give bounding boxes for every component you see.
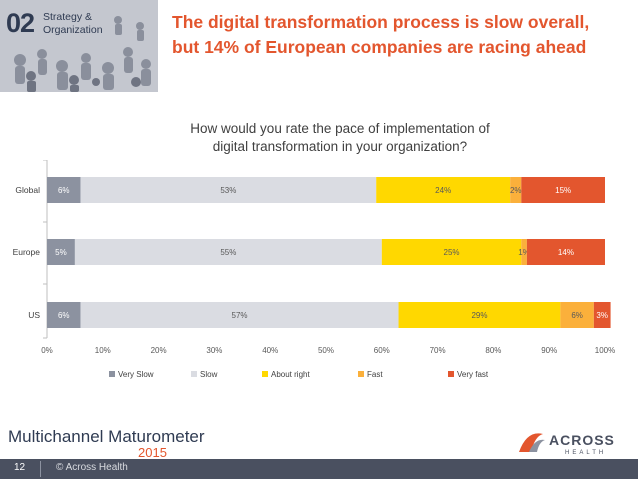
chart-title-line2: digital transformation in your organizat… (212, 139, 468, 154)
footer-divider (40, 461, 41, 477)
across-health-logo: ACROSS HEALTH (519, 432, 615, 456)
x-tick-label: 70% (430, 346, 446, 355)
legend-swatch (448, 371, 454, 377)
data-label: 55% (220, 248, 236, 257)
data-label: 57% (232, 311, 248, 320)
bar-segment (376, 177, 511, 203)
bar-segment (80, 302, 399, 328)
x-tick-label: 90% (541, 346, 557, 355)
across-health-logo-swoosh-icon (519, 433, 543, 452)
chart-title-line1: How would you rate the pace of implement… (190, 121, 490, 136)
legend-label: Very fast (457, 370, 489, 379)
x-tick-label: 60% (374, 346, 390, 355)
data-label: 25% (444, 248, 460, 257)
category-label: Europe (13, 247, 41, 257)
x-tick-label: 80% (485, 346, 501, 355)
chart-title: How would you rate the pace of implement… (140, 120, 540, 156)
x-tick-label: 10% (95, 346, 111, 355)
data-label: 29% (471, 311, 487, 320)
bar-segment (47, 177, 81, 203)
data-label: 3% (596, 311, 608, 320)
x-tick-label: 30% (206, 346, 222, 355)
data-label: 5% (55, 248, 67, 257)
page-number: 12 (14, 462, 26, 473)
category-label: Global (15, 185, 40, 195)
data-label: 6% (58, 186, 70, 195)
bar-segment (398, 302, 561, 328)
data-label: 1% (518, 248, 530, 257)
copyright: © Across Health (56, 462, 128, 473)
legend-swatch (109, 371, 115, 377)
slide-title: The digital transformation process is sl… (172, 10, 632, 60)
section-label-line2: Organization (43, 24, 103, 36)
people-collage-image (0, 0, 158, 92)
footer-bar (0, 459, 638, 479)
across-health-brand-sub: HEALTH (565, 450, 606, 456)
data-label: 6% (571, 311, 583, 320)
across-health-logo-arc-icon (529, 439, 545, 452)
legend-label: Slow (200, 370, 218, 379)
x-tick-label: 40% (262, 346, 278, 355)
x-tick-label: 100% (595, 346, 615, 355)
data-label: 15% (555, 186, 571, 195)
slide-title-line2: but 14% of European companies are racing… (172, 37, 587, 57)
bar-segment (80, 177, 377, 203)
maturometer-logo-year: 2015 (138, 445, 167, 460)
across-health-brand-name: ACROSS (549, 432, 615, 448)
data-label: 6% (58, 311, 70, 320)
stacked-bar-chart: 0% 10% 20% 30% 40% 50% 60% 70% 80% 90% 100% Global 6… (13, 160, 615, 379)
section-tile: 02 Strategy & Organization (0, 0, 158, 92)
maturometer-logo-text: Multichannel Maturometer (8, 427, 205, 446)
bar-segment (526, 239, 605, 265)
section-number: 02 (6, 8, 35, 38)
bar-segment (74, 239, 382, 265)
data-label: 2% (510, 186, 522, 195)
x-tick-label: 0% (41, 346, 53, 355)
bar-segment (593, 302, 611, 328)
legend-swatch (358, 371, 364, 377)
bar-segment (510, 177, 522, 203)
bar-segment (521, 177, 605, 203)
category-label: US (28, 310, 40, 320)
x-tick-label: 20% (151, 346, 167, 355)
bar-segment (47, 239, 75, 265)
data-label: 53% (220, 186, 236, 195)
bar-segment (47, 302, 81, 328)
legend-label: About right (271, 370, 310, 379)
legend-swatch (191, 371, 197, 377)
slide-title-line1: The digital transformation process is sl… (172, 12, 590, 32)
x-tick-label: 50% (318, 346, 334, 355)
data-label: 24% (435, 186, 451, 195)
legend-label: Fast (367, 370, 383, 379)
data-label: 14% (558, 248, 574, 257)
section-label-line1: Strategy & (43, 11, 93, 23)
bar-segment (381, 239, 522, 265)
section-label: Strategy & Organization (43, 11, 103, 37)
legend-swatch (262, 371, 268, 377)
legend-label: Very Slow (118, 370, 154, 379)
bar-segment (521, 239, 527, 265)
bar-segment (560, 302, 594, 328)
